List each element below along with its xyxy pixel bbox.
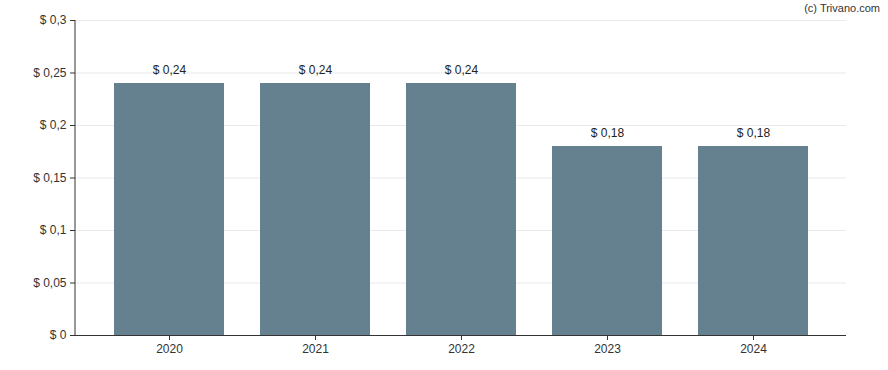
svg-text:$ 0,1: $ 0,1 xyxy=(40,223,67,237)
svg-text:2022: 2022 xyxy=(448,342,475,356)
svg-text:2024: 2024 xyxy=(740,342,767,356)
svg-text:2023: 2023 xyxy=(594,342,621,356)
svg-text:$ 0,25: $ 0,25 xyxy=(33,66,67,80)
html-text:(c) Trivano.com: (c) Trivano.com xyxy=(804,2,880,14)
svg-text:$ 0,24: $ 0,24 xyxy=(445,63,479,77)
svg-text:$ 0,2: $ 0,2 xyxy=(40,118,67,132)
svg-text:$ 0: $ 0 xyxy=(50,328,67,342)
svg-text:2020: 2020 xyxy=(156,342,183,356)
svg-text:$ 0,15: $ 0,15 xyxy=(33,171,67,185)
svg-text:$ 0,3: $ 0,3 xyxy=(40,13,67,27)
svg-text:$ 0,05: $ 0,05 xyxy=(33,276,67,290)
svg-text:2021: 2021 xyxy=(302,342,329,356)
svg-text:$ 0,18: $ 0,18 xyxy=(591,126,625,140)
svg-text:$ 0,24: $ 0,24 xyxy=(153,63,187,77)
svg-text:$ 0,24: $ 0,24 xyxy=(299,63,333,77)
svg-text:$ 0,18: $ 0,18 xyxy=(737,126,771,140)
